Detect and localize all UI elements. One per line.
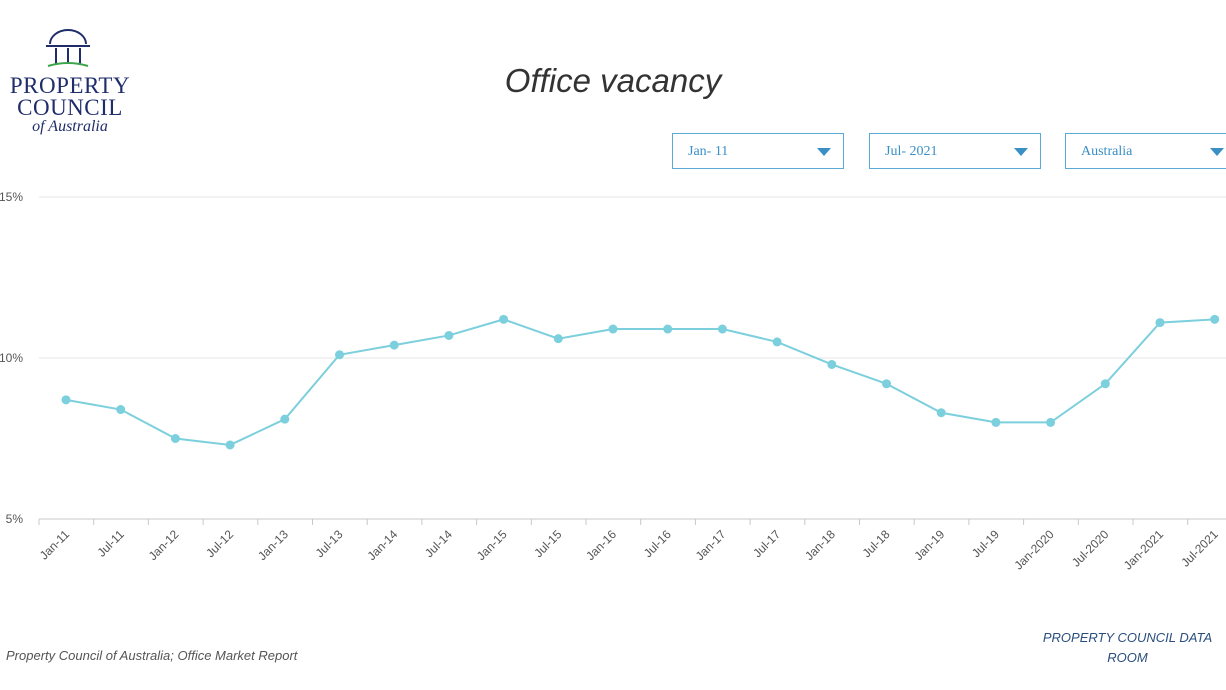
data-room-line1: PROPERTY COUNCIL DATA — [1042, 630, 1213, 645]
data-point[interactable] — [170, 434, 180, 443]
x-tick-label: Jan-16 — [583, 527, 619, 563]
x-tick-label: Jul-19 — [969, 527, 1002, 560]
data-point[interactable] — [444, 330, 454, 340]
data-point[interactable] — [1155, 318, 1165, 328]
x-tick-label: Jul-17 — [750, 527, 783, 560]
page-title: Office vacancy — [504, 62, 722, 99]
end-date-value: Jul- 2021 — [885, 144, 938, 159]
x-tick-label: Jan-11 — [37, 527, 72, 562]
logo-text-council: COUNCIL — [17, 95, 123, 120]
region-value: Australia — [1081, 144, 1133, 159]
y-tick-label: 10% — [0, 351, 23, 365]
x-tick-label: Jul-2021 — [1178, 527, 1221, 570]
source-note: Property Council of Australia; Office Ma… — [6, 648, 298, 663]
x-tick-label: Jul-16 — [641, 527, 674, 560]
x-tick-label: Jan-19 — [911, 527, 947, 563]
x-tick-label: Jul-14 — [422, 527, 455, 560]
data-point[interactable] — [335, 350, 344, 360]
data-point[interactable] — [225, 440, 235, 450]
data-point[interactable] — [772, 337, 782, 347]
data-point[interactable] — [499, 314, 509, 324]
x-tick-label: Jan-13 — [255, 527, 291, 563]
data-point[interactable] — [1100, 379, 1110, 389]
data-point[interactable] — [827, 359, 837, 369]
data-point[interactable] — [991, 417, 1001, 427]
data-point[interactable] — [608, 324, 618, 334]
x-tick-label: Jul-2020 — [1069, 527, 1112, 570]
logo-text-property: PROPERTY — [9, 73, 131, 98]
data-point[interactable] — [882, 379, 891, 389]
chevron-down-icon — [1014, 148, 1028, 156]
data-point[interactable] — [61, 395, 71, 405]
logo: PROPERTY COUNCIL of Australia — [0, 22, 140, 135]
data-point[interactable] — [663, 324, 673, 334]
x-tick-label: Jan-2021 — [1121, 527, 1167, 573]
chevron-down-icon — [817, 148, 831, 156]
x-tick-label: Jul-13 — [313, 527, 346, 560]
line-chart: 5% 10% 15% Jan-11 Jul-11 Jan-12 Jul-12 Jan-13 J… — [0, 190, 1226, 573]
x-tick-label: Jan-2020 — [1011, 527, 1057, 573]
y-tick-label: 15% — [0, 190, 23, 204]
start-date-value: Jan- 11 — [688, 144, 729, 159]
x-tick-label: Jan-15 — [474, 527, 510, 563]
data-point[interactable] — [936, 408, 946, 418]
x-tick-label: Jan-18 — [802, 527, 838, 563]
data-point[interactable] — [1210, 314, 1220, 324]
data-point[interactable] — [116, 405, 126, 415]
data-room-link[interactable]: PROPERTY COUNCIL DATA ROOM — [1040, 628, 1215, 668]
end-date-select[interactable]: Jul- 2021 — [869, 133, 1041, 169]
chevron-down-icon — [1210, 148, 1224, 156]
region-select[interactable]: Australia — [1065, 133, 1226, 169]
x-tick-label: Jul-11 — [94, 527, 127, 560]
data-point[interactable] — [1046, 417, 1056, 427]
y-tick-label: 5% — [6, 512, 24, 526]
data-point[interactable] — [717, 324, 727, 334]
building-columns-icon — [46, 29, 90, 67]
x-tick-label: Jul-12 — [203, 527, 236, 560]
data-point[interactable] — [553, 334, 563, 344]
x-tick-label: Jul-15 — [531, 527, 564, 560]
data-room-line2: ROOM — [1107, 650, 1148, 665]
x-tick-label: Jan-12 — [146, 527, 182, 563]
x-tick-label: Jul-18 — [860, 527, 893, 560]
x-tick-label: Jan-17 — [693, 527, 729, 563]
data-point[interactable] — [280, 414, 290, 424]
data-point[interactable] — [389, 340, 399, 350]
series-line — [65, 318, 1215, 446]
start-date-select[interactable]: Jan- 11 — [672, 133, 844, 169]
x-tick-label: Jan-14 — [364, 527, 400, 563]
logo-text-australia: of Australia — [32, 118, 108, 135]
